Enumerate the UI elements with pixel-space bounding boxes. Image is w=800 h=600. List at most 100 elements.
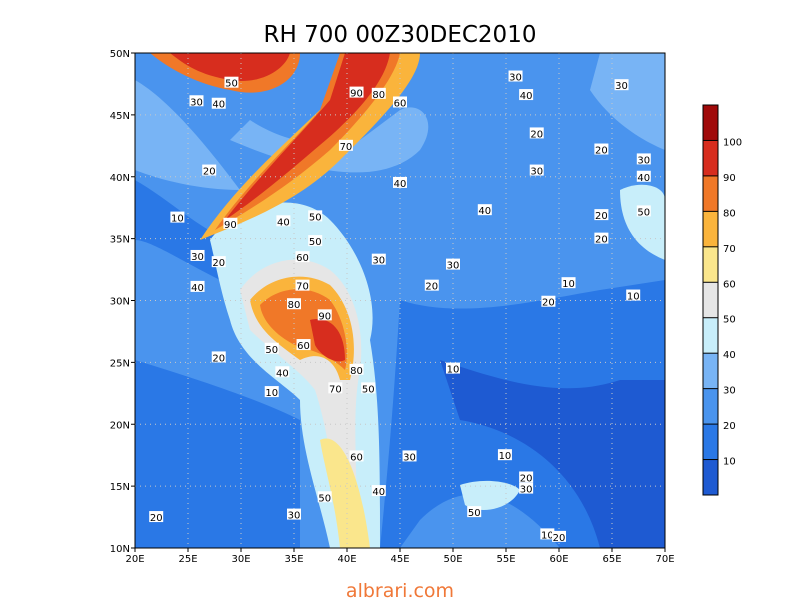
contour-label: 10: [541, 530, 554, 541]
contour-label: 30: [530, 167, 543, 178]
x-tick-label: 45E: [390, 554, 409, 565]
contour-label: 90: [318, 311, 331, 322]
contour-label-box: [276, 215, 291, 227]
contour-label-box: [529, 127, 544, 139]
contour-label-box: [393, 96, 407, 108]
contour-label-box: [540, 528, 555, 540]
contour-label: 20: [595, 211, 608, 222]
contour-label: 40: [637, 173, 650, 184]
contour-label: 90: [224, 220, 237, 231]
colorbar-segment: [703, 459, 718, 495]
y-tick-label: 40N: [110, 173, 130, 184]
contour-label: 10: [627, 292, 640, 303]
contour-label-box: [467, 506, 482, 518]
contour-label: 20: [212, 258, 225, 269]
contour-label: 20: [595, 146, 608, 157]
contour-label-box: [371, 253, 386, 265]
contour-label-box: [508, 70, 523, 82]
colorbar-segment: [703, 317, 718, 354]
colorbar-frame: [702, 104, 719, 496]
contour-label: 50: [309, 237, 322, 248]
contour-label: 40: [372, 487, 385, 498]
contour-label: 30: [288, 511, 301, 522]
field-region: [135, 180, 230, 280]
field-region: [135, 80, 240, 190]
contour-label: 10: [499, 451, 512, 462]
contour-label: 30: [190, 97, 203, 108]
contour-label-box: [308, 210, 323, 222]
contour-label-box: [361, 382, 376, 394]
contour-label: 40: [212, 100, 225, 111]
contour-label-box: [636, 153, 651, 165]
contour-label-box: [594, 143, 609, 155]
contour-label-box: [211, 97, 226, 109]
field-region: [225, 53, 390, 220]
field-region: [620, 184, 665, 260]
colorbar-label: 50: [723, 315, 736, 326]
contour-label: 50: [265, 345, 278, 356]
contour-label-box: [275, 366, 290, 378]
contour-label: 50: [309, 212, 322, 223]
colorbar-label: 20: [723, 421, 736, 432]
contour-label: 30: [191, 252, 204, 263]
contour-label-box: [190, 280, 205, 292]
colorbar-segment: [703, 388, 718, 425]
contour-label-box: [349, 86, 364, 98]
contour-label: 30: [403, 452, 416, 463]
contour-label: 30: [447, 261, 460, 272]
footer: albrari.com: [346, 580, 454, 600]
contour-label-box: [264, 342, 279, 354]
contour-label-box: [202, 164, 217, 176]
contour-label: 20: [150, 513, 163, 524]
contour-label-box: [594, 209, 609, 221]
contour-label-box: [317, 491, 332, 503]
contour-label-box: [223, 217, 238, 229]
contour-label: 30: [509, 73, 522, 84]
contour-label-box: [594, 232, 609, 244]
contour-label-box: [349, 363, 364, 375]
field-region: [590, 53, 665, 150]
colorbar-segment: [703, 140, 718, 176]
contour-label-box: [189, 95, 204, 107]
contour-label: 40: [478, 206, 491, 217]
contour-label: 50: [318, 493, 331, 504]
x-tick-label: 70E: [655, 554, 674, 565]
contour-label: 50: [225, 79, 238, 90]
contour-label-box: [328, 382, 343, 394]
contour-label: 40: [191, 283, 204, 294]
colorbar-label: 40: [723, 350, 736, 361]
contour-label: 70: [296, 282, 309, 293]
contour-label-box: [349, 450, 364, 462]
colorbar-segment: [703, 175, 718, 212]
contour-label-box: [541, 295, 556, 307]
y-tick-label: 15N: [110, 482, 130, 493]
x-tick-label: 40E: [337, 554, 356, 565]
y-tick-label: 45N: [110, 111, 130, 122]
contour-label-box: [170, 211, 185, 223]
axes: 20E 25E 30E 35E 40E 45E 50E 55E 60E 65E 70E 10N 15N 2…: [110, 49, 675, 565]
x-tick-label: 60E: [549, 554, 568, 565]
y-tick-label: 25N: [110, 358, 130, 369]
contour-label-box: [497, 449, 512, 461]
contour-label: 10: [562, 279, 575, 290]
contour-label: 20: [212, 353, 225, 364]
contour-label: 30: [637, 155, 650, 166]
field-region: [440, 360, 665, 548]
field-region: [170, 53, 290, 81]
contour-label: 20: [553, 533, 566, 544]
colorbar-segment: [703, 246, 718, 283]
contour-label-box: [519, 482, 534, 494]
contour-label: 30: [372, 256, 385, 267]
contour-label: 60: [394, 99, 407, 110]
field-region: [460, 480, 520, 510]
contour-label-box: [190, 249, 205, 261]
contour-label-box: [287, 298, 301, 310]
contour-label: 80: [288, 300, 301, 311]
contour-label-box: [614, 79, 629, 91]
x-tick-label: 20E: [125, 554, 144, 565]
contour-label-box: [446, 362, 460, 374]
contour-label-box: [295, 279, 310, 291]
contour-label-box: [296, 339, 311, 351]
colorbar-segment: [703, 353, 718, 389]
